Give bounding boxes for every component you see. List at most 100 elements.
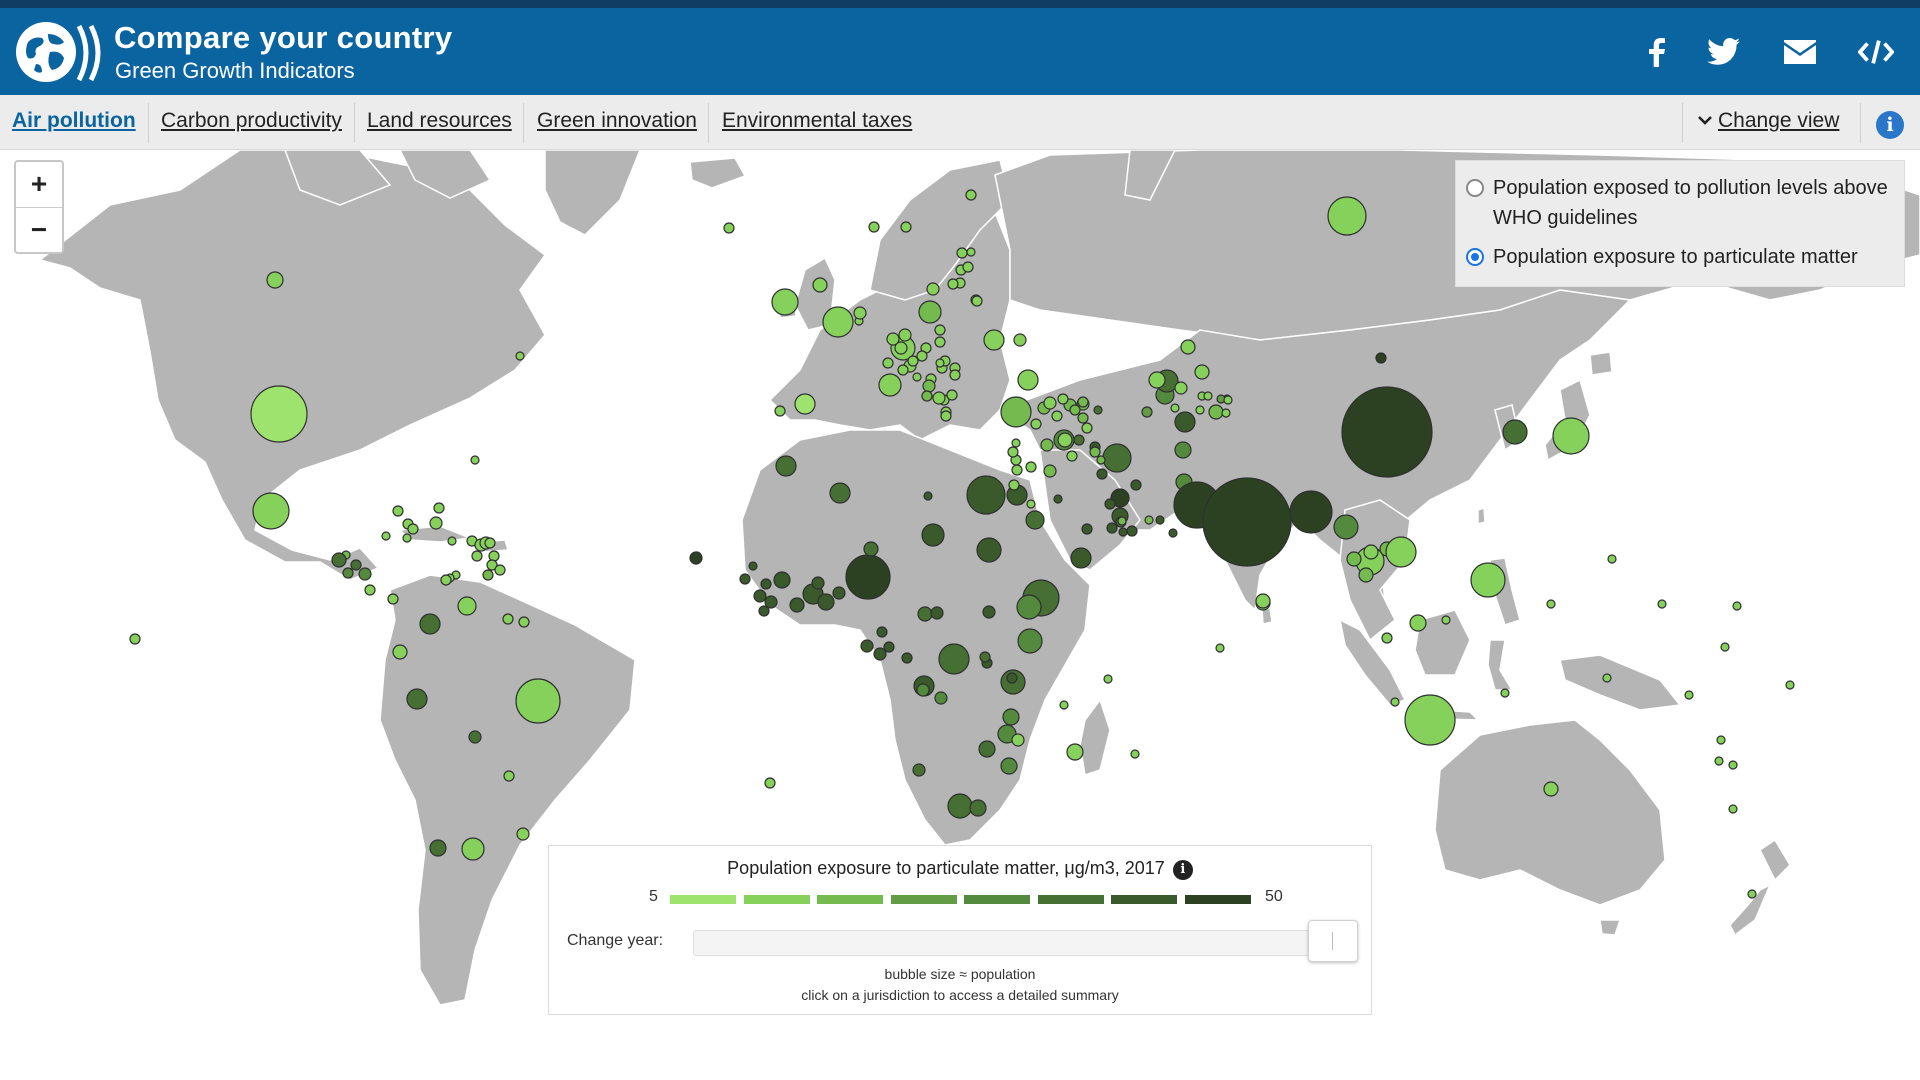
country-bubble[interactable]	[1546, 599, 1556, 609]
country-bubble[interactable]	[1385, 536, 1417, 568]
country-bubble[interactable]	[962, 261, 974, 273]
country-bubble[interactable]	[898, 328, 912, 342]
tab-land-resources[interactable]: Land resources	[367, 109, 512, 132]
country-bubble[interactable]	[1070, 547, 1092, 569]
country-bubble[interactable]	[1716, 735, 1726, 745]
country-bubble[interactable]	[342, 567, 354, 579]
country-bubble[interactable]	[350, 559, 362, 571]
country-bubble[interactable]	[976, 537, 1002, 563]
country-bubble[interactable]	[978, 740, 996, 758]
radio-button[interactable]	[1466, 179, 1484, 197]
country-bubble[interactable]	[1144, 515, 1154, 525]
country-bubble[interactable]	[1043, 464, 1057, 478]
country-bubble[interactable]	[983, 329, 1005, 351]
country-bubble[interactable]	[930, 606, 944, 620]
country-bubble[interactable]	[488, 550, 500, 562]
country-bubble[interactable]	[1106, 522, 1118, 534]
country-bubble[interactable]	[832, 586, 846, 600]
year-slider-handle[interactable]	[1308, 920, 1358, 962]
tab-carbon-productivity[interactable]: Carbon productivity	[161, 109, 342, 132]
country-bubble[interactable]	[934, 336, 946, 348]
country-bubble[interactable]	[1341, 386, 1433, 478]
country-bubble[interactable]	[822, 306, 854, 338]
country-bubble[interactable]	[1375, 352, 1387, 364]
embed-code-button[interactable]	[1858, 34, 1894, 70]
tab-environmental-taxes[interactable]: Environmental taxes	[722, 109, 913, 132]
country-bubble[interactable]	[250, 385, 308, 443]
country-bubble[interactable]	[1358, 567, 1374, 583]
email-share-button[interactable]	[1782, 34, 1818, 70]
country-bubble[interactable]	[1208, 404, 1224, 420]
country-bubble[interactable]	[1130, 749, 1140, 759]
country-bubble[interactable]	[956, 247, 968, 259]
country-bubble[interactable]	[1409, 614, 1427, 632]
country-bubble[interactable]	[440, 574, 452, 586]
country-bubble[interactable]	[1174, 411, 1196, 433]
country-bubble[interactable]	[1118, 527, 1128, 537]
country-bubble[interactable]	[358, 567, 372, 581]
country-bubble[interactable]	[764, 595, 778, 609]
country-bubble[interactable]	[794, 393, 816, 415]
country-bubble[interactable]	[934, 324, 946, 336]
country-bubble[interactable]	[1174, 381, 1188, 395]
country-bubble[interactable]	[1168, 528, 1178, 538]
country-bubble[interactable]	[433, 502, 445, 514]
country-bubble[interactable]	[1117, 516, 1127, 526]
country-bubble[interactable]	[971, 295, 983, 307]
country-bubble[interactable]	[817, 593, 835, 611]
country-bubble[interactable]	[486, 559, 498, 571]
country-bubble[interactable]	[468, 730, 482, 744]
country-bubble[interactable]	[922, 379, 936, 393]
country-bubble[interactable]	[1346, 551, 1362, 567]
country-bubble[interactable]	[1289, 490, 1333, 534]
country-bubble[interactable]	[1066, 743, 1084, 761]
country-bubble[interactable]	[863, 541, 879, 557]
country-bubble[interactable]	[1202, 477, 1292, 567]
change-view-toggle[interactable]: Change view	[1698, 109, 1839, 133]
country-bubble[interactable]	[1053, 494, 1063, 504]
country-bubble[interactable]	[1363, 544, 1379, 560]
country-bubble[interactable]	[1155, 515, 1165, 525]
country-bubble[interactable]	[966, 475, 1006, 515]
country-bubble[interactable]	[1025, 461, 1037, 473]
country-bubble[interactable]	[502, 613, 514, 625]
country-bubble[interactable]	[1180, 339, 1196, 355]
country-bubble[interactable]	[429, 839, 447, 857]
country-bubble[interactable]	[868, 221, 880, 233]
country-bubble[interactable]	[860, 639, 874, 653]
country-bubble[interactable]	[457, 596, 477, 616]
country-bubble[interactable]	[1057, 393, 1069, 405]
country-bubble[interactable]	[1714, 756, 1724, 766]
country-bubble[interactable]	[873, 647, 887, 661]
country-bubble[interactable]	[1223, 395, 1233, 405]
country-bubble[interactable]	[897, 364, 909, 376]
country-bubble[interactable]	[266, 271, 284, 289]
country-bubble[interactable]	[753, 589, 767, 603]
country-bubble[interactable]	[853, 306, 867, 320]
country-bubble[interactable]	[886, 332, 900, 346]
country-bubble[interactable]	[878, 373, 902, 397]
country-bubble[interactable]	[812, 277, 828, 293]
country-bubble[interactable]	[1728, 760, 1738, 770]
country-bubble[interactable]	[774, 405, 786, 417]
country-bubble[interactable]	[1543, 781, 1559, 797]
year-slider-track[interactable]	[693, 930, 1315, 956]
country-bubble[interactable]	[1327, 196, 1367, 236]
country-bubble[interactable]	[1126, 525, 1138, 537]
twitter-share-button[interactable]	[1706, 34, 1742, 70]
country-bubble[interactable]	[1255, 593, 1271, 609]
country-bubble[interactable]	[900, 221, 912, 233]
country-bubble[interactable]	[1174, 441, 1192, 459]
country-bubble[interactable]	[1066, 450, 1078, 462]
country-bubble[interactable]	[932, 391, 946, 405]
country-bubble[interactable]	[470, 455, 480, 465]
country-bubble[interactable]	[947, 793, 973, 819]
country-bubble[interactable]	[1000, 396, 1032, 428]
country-bubble[interactable]	[935, 358, 945, 368]
country-bubble[interactable]	[1000, 757, 1018, 775]
country-bubble[interactable]	[1089, 446, 1101, 458]
country-bubble[interactable]	[1602, 673, 1612, 683]
country-bubble[interactable]	[921, 390, 933, 402]
country-bubble[interactable]	[1043, 396, 1057, 410]
country-bubble[interactable]	[845, 554, 891, 600]
